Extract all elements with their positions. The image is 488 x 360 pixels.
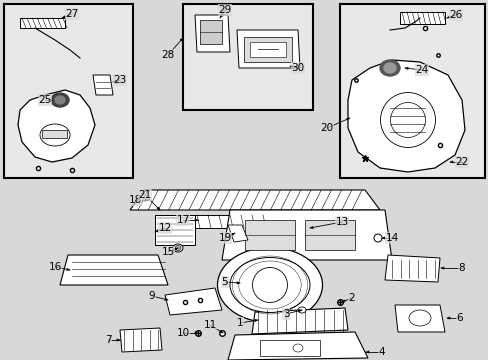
Text: 20: 20: [320, 123, 333, 133]
Text: 6: 6: [456, 313, 462, 323]
Ellipse shape: [173, 244, 183, 252]
Polygon shape: [20, 18, 65, 28]
Bar: [244, 220, 294, 250]
Bar: [249, 42, 285, 57]
Bar: [260, 340, 319, 356]
Text: 21: 21: [138, 190, 151, 200]
Bar: [244, 37, 291, 62]
Text: 16: 16: [48, 262, 61, 272]
Text: 3: 3: [282, 309, 289, 319]
Ellipse shape: [229, 257, 309, 312]
Polygon shape: [222, 210, 391, 260]
Text: 4: 4: [378, 347, 385, 357]
Text: 7: 7: [104, 335, 111, 345]
Ellipse shape: [297, 307, 305, 313]
Polygon shape: [120, 328, 162, 352]
Ellipse shape: [292, 344, 303, 352]
Polygon shape: [384, 255, 439, 282]
Text: 17: 17: [176, 215, 189, 225]
Text: 12: 12: [158, 223, 171, 233]
Text: 26: 26: [448, 10, 462, 20]
Text: 9: 9: [148, 291, 155, 301]
Text: 14: 14: [385, 233, 398, 243]
Text: 27: 27: [65, 9, 79, 19]
Text: 11: 11: [203, 320, 216, 330]
Ellipse shape: [380, 93, 435, 148]
Ellipse shape: [217, 248, 322, 323]
Text: 25: 25: [38, 95, 52, 105]
Text: 8: 8: [458, 263, 465, 273]
Ellipse shape: [383, 63, 395, 73]
Bar: [200, 20, 222, 44]
Polygon shape: [155, 215, 195, 245]
Bar: [339, 4, 484, 178]
Polygon shape: [347, 60, 464, 172]
Bar: [42, 130, 67, 138]
Polygon shape: [394, 305, 444, 332]
Ellipse shape: [408, 310, 430, 326]
Polygon shape: [251, 308, 347, 334]
Text: 19: 19: [218, 233, 231, 243]
Ellipse shape: [40, 124, 70, 146]
Polygon shape: [227, 225, 247, 242]
Text: 10: 10: [176, 328, 189, 338]
Text: 22: 22: [454, 157, 468, 167]
Polygon shape: [164, 288, 222, 315]
Polygon shape: [195, 15, 229, 52]
Text: 2: 2: [348, 293, 355, 303]
Bar: [183, 4, 312, 110]
Bar: [305, 220, 354, 250]
Polygon shape: [227, 332, 367, 360]
Ellipse shape: [390, 103, 425, 138]
Polygon shape: [237, 30, 299, 68]
Ellipse shape: [175, 246, 181, 251]
Polygon shape: [60, 255, 168, 285]
Polygon shape: [130, 190, 379, 210]
Text: 30: 30: [291, 63, 304, 73]
Text: 24: 24: [414, 65, 428, 75]
Text: 29: 29: [218, 5, 231, 15]
Text: 15: 15: [161, 247, 174, 257]
Polygon shape: [399, 12, 444, 24]
Ellipse shape: [373, 234, 381, 242]
Polygon shape: [18, 90, 95, 162]
Text: 13: 13: [335, 217, 348, 227]
Text: 1: 1: [236, 318, 243, 328]
Text: 18: 18: [128, 195, 142, 205]
Ellipse shape: [252, 267, 287, 302]
Ellipse shape: [51, 93, 69, 107]
Ellipse shape: [379, 60, 399, 76]
Text: 28: 28: [161, 50, 174, 60]
Text: 5: 5: [221, 277, 228, 287]
Polygon shape: [195, 215, 264, 228]
Text: 23: 23: [113, 75, 126, 85]
Polygon shape: [93, 75, 113, 95]
Ellipse shape: [55, 96, 65, 104]
Bar: [4, 4, 133, 178]
